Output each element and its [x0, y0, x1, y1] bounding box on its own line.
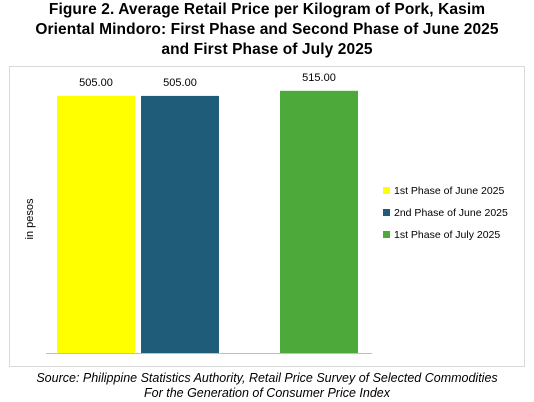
data-label-1: 505.00 — [79, 77, 113, 89]
bar-2 — [141, 95, 219, 353]
chart-title-line-3: and First Phase of July 2025 — [161, 41, 373, 58]
legend-label-3: 1st Phase of July 2025 — [394, 229, 500, 241]
chart-title-line-1: Figure 2. Average Retail Price per Kilog… — [48, 1, 486, 18]
legend-label-2: 2nd Phase of June 2025 — [394, 207, 508, 219]
bar-chart: in pesos 505.00 505.00 515.00 1st Phase of J… — [24, 72, 508, 354]
chart-title: Figure 2. Average Retail Price per Kilog… — [0, 0, 534, 60]
bar-3 — [280, 90, 358, 354]
chart-title-line-2: Oriental Mindoro: First Phase and Second… — [35, 21, 499, 38]
legend-swatch-1 — [383, 187, 390, 194]
source-note: Source: Philippine Statistics Authority,… — [0, 371, 534, 401]
bar-1 — [57, 95, 135, 353]
legend-swatch-2 — [383, 209, 390, 216]
y-axis-label: in pesos — [24, 198, 36, 239]
legend-swatch-3 — [383, 231, 390, 238]
legend-label-1: 1st Phase of June 2025 — [394, 185, 504, 197]
data-label-3: 515.00 — [302, 72, 336, 84]
source-line-1: Source: Philippine Statistics Authority,… — [36, 371, 498, 385]
chart-area: in pesos 505.00 505.00 515.00 1st Phase of J… — [9, 66, 525, 367]
source-line-2: For the Generation of Consumer Price Ind… — [144, 386, 390, 400]
data-label-2: 505.00 — [163, 77, 197, 89]
